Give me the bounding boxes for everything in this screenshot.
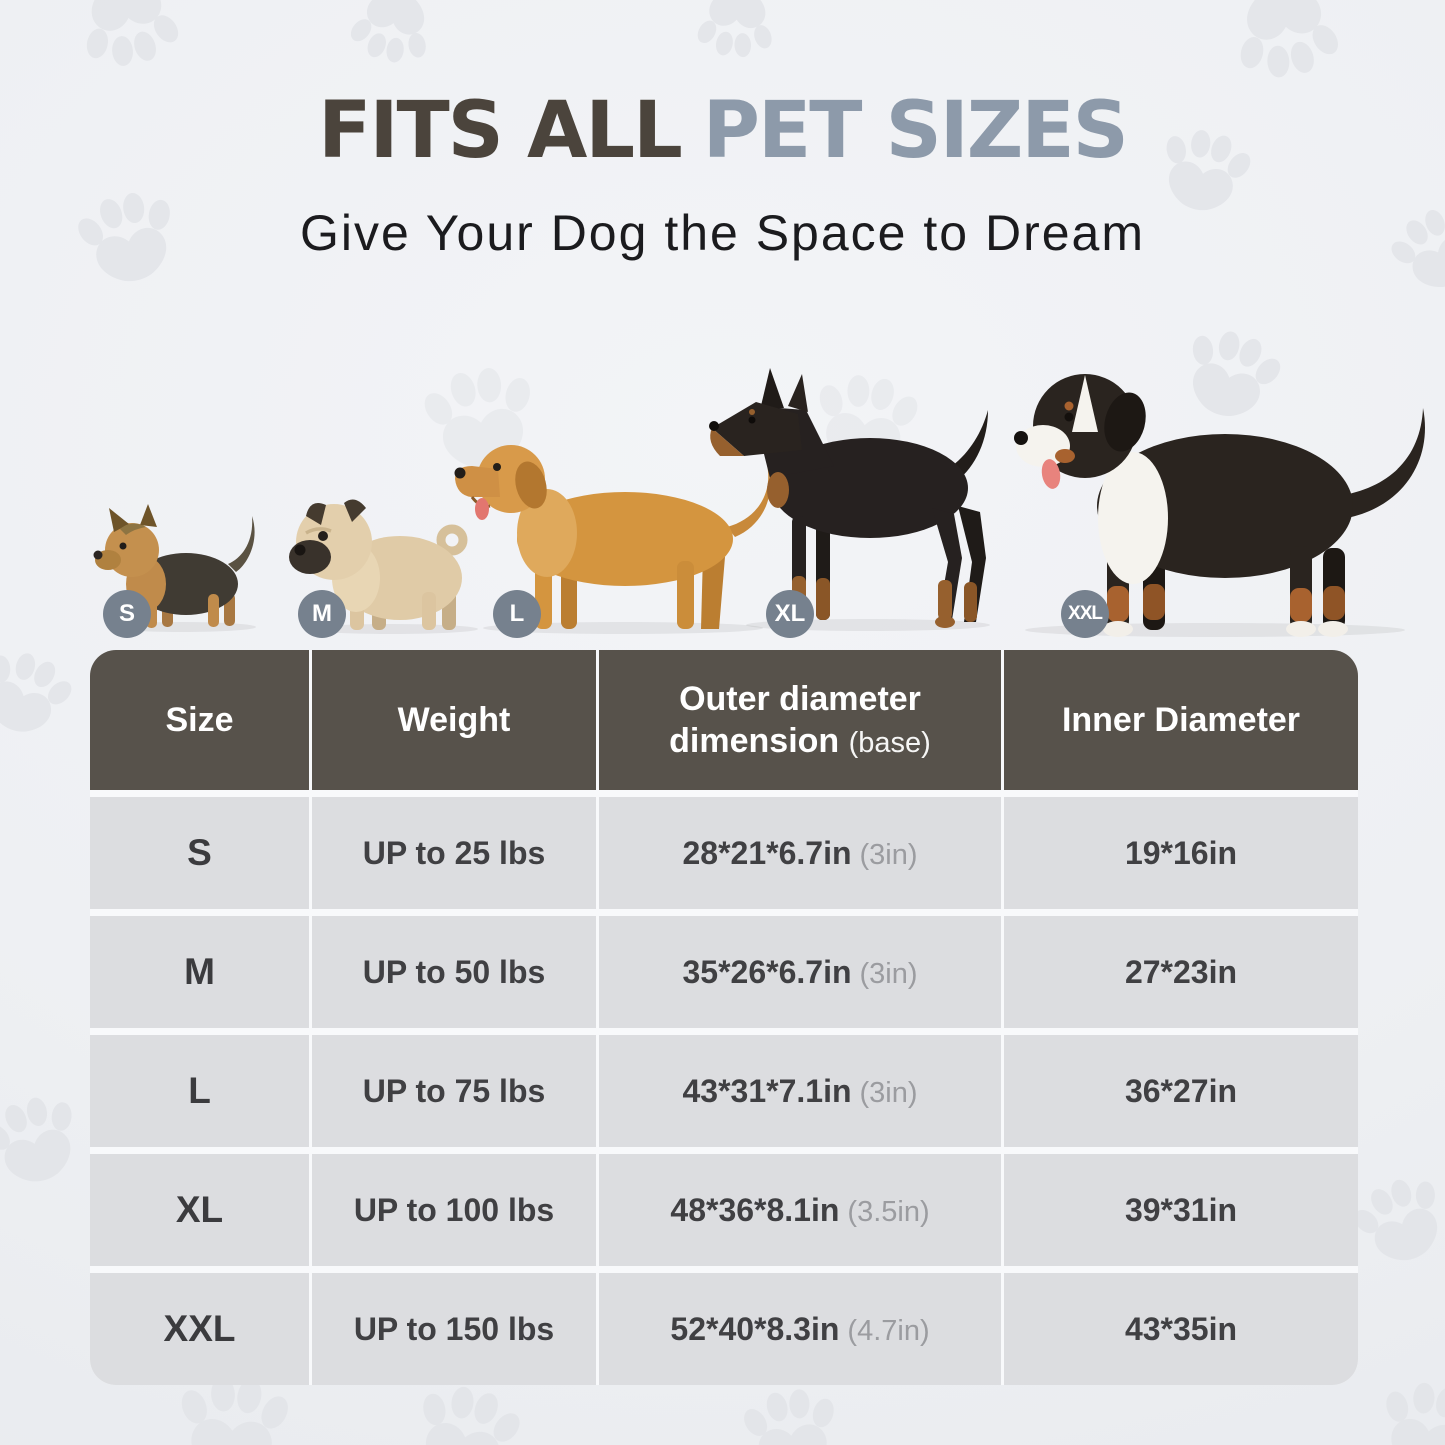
cell-weight: UP to 100 lbs bbox=[312, 1154, 596, 1266]
cell-weight: UP to 50 lbs bbox=[312, 916, 596, 1028]
cell-outer-diameter: 52*40*8.3in (4.7in) bbox=[599, 1273, 1001, 1385]
paw-print-icon bbox=[342, 0, 442, 72]
table-row-m: M UP to 50 lbs 35*26*6.7in (3in) 27*23in bbox=[90, 916, 1358, 1028]
table-row-xl: XL UP to 100 lbs 48*36*8.1in (3.5in) 39*3… bbox=[90, 1154, 1358, 1266]
paw-print-icon bbox=[736, 1383, 847, 1445]
header-label: Inner Diameter bbox=[1061, 700, 1301, 739]
cell-outer-diameter: 43*31*7.1in (3in) bbox=[599, 1035, 1001, 1147]
outer-value: 28*21*6.7in bbox=[682, 834, 852, 871]
cell-inner-diameter: 43*35in bbox=[1004, 1273, 1358, 1385]
table-row-xxl: XXL UP to 150 lbs 52*40*8.3in (4.7in) 43*… bbox=[90, 1273, 1358, 1385]
page-subtitle: Give Your Dog the Space to Dream bbox=[299, 205, 1145, 261]
cell-weight: UP to 75 lbs bbox=[312, 1035, 596, 1147]
cell-inner-diameter: 19*16in bbox=[1004, 797, 1358, 909]
paw-print-icon bbox=[1225, 0, 1347, 86]
paw-print-icon bbox=[70, 0, 188, 75]
cell-size: XXL bbox=[90, 1273, 309, 1385]
page-title: FITS ALL PET SIZES bbox=[0, 92, 1445, 170]
cell-outer-diameter: 28*21*6.7in (3in) bbox=[599, 797, 1001, 909]
cell-outer-diameter: 48*36*8.1in (3.5in) bbox=[599, 1154, 1001, 1266]
header-cell-outer-diameter: Outer diameter dimension (base) bbox=[599, 650, 1001, 790]
outer-note: (3in) bbox=[859, 957, 918, 990]
size-badge-xxl: XXL bbox=[1061, 590, 1109, 638]
size-badge-l: L bbox=[493, 590, 541, 638]
header-cell-inner-diameter: Inner Diameter bbox=[1004, 650, 1358, 790]
header-cell-weight: Weight bbox=[312, 650, 596, 790]
paw-print-icon bbox=[0, 639, 83, 747]
header-label: Size bbox=[165, 700, 234, 739]
cell-inner-diameter: 27*23in bbox=[1004, 916, 1358, 1028]
dog-pug bbox=[289, 499, 478, 634]
header-label-note: (base) bbox=[848, 727, 931, 759]
header-label-line2: dimension (base) bbox=[669, 720, 931, 763]
size-badge-xl: XL bbox=[766, 590, 814, 638]
table-row-l: L UP to 75 lbs 43*31*7.1in (3in) 36*27in bbox=[90, 1035, 1358, 1147]
cell-size: M bbox=[90, 916, 309, 1028]
outer-note: (4.7in) bbox=[847, 1314, 930, 1347]
dog-yorkshire-terrier bbox=[93, 504, 256, 632]
cell-weight: UP to 150 lbs bbox=[312, 1273, 596, 1385]
header-label: Weight bbox=[397, 700, 511, 739]
paw-print-icon bbox=[692, 0, 780, 61]
cell-size: L bbox=[90, 1035, 309, 1147]
outer-note: (3in) bbox=[859, 838, 918, 871]
outer-value: 52*40*8.3in bbox=[670, 1310, 840, 1347]
table-header-row: Size Weight Outer diameter dimension (ba… bbox=[90, 650, 1358, 790]
cell-outer-diameter: 35*26*6.7in (3in) bbox=[599, 916, 1001, 1028]
cell-size: XL bbox=[90, 1154, 309, 1266]
title-accent-blue: PET SIZES bbox=[702, 86, 1129, 176]
cell-weight: UP to 25 lbs bbox=[312, 797, 596, 909]
outer-value: 48*36*8.1in bbox=[670, 1191, 840, 1228]
header-label-line1: Outer diameter bbox=[679, 679, 921, 718]
table-body: S UP to 25 lbs 28*21*6.7in (3in) 19*16in … bbox=[90, 797, 1358, 1385]
outer-note: (3.5in) bbox=[847, 1195, 930, 1228]
cell-size: S bbox=[90, 797, 309, 909]
cell-inner-diameter: 36*27in bbox=[1004, 1035, 1358, 1147]
table-row-s: S UP to 25 lbs 28*21*6.7in (3in) 19*16in bbox=[90, 797, 1358, 909]
size-chart-table: Size Weight Outer diameter dimension (ba… bbox=[90, 650, 1358, 1385]
cell-inner-diameter: 39*31in bbox=[1004, 1154, 1358, 1266]
paw-print-icon bbox=[1371, 1374, 1445, 1445]
dog-bernese-mountain-dog bbox=[1014, 374, 1425, 637]
outer-note: (3in) bbox=[859, 1076, 918, 1109]
dog-golden-retriever bbox=[454, 445, 771, 634]
title-accent-dark: FITS ALL bbox=[318, 86, 683, 176]
outer-value: 43*31*7.1in bbox=[682, 1072, 852, 1109]
size-badge-m: M bbox=[298, 590, 346, 638]
size-badge-s: S bbox=[103, 590, 151, 638]
outer-value: 35*26*6.7in bbox=[682, 953, 852, 990]
dog-doberman bbox=[709, 368, 990, 631]
header-label-line2-main: dimension bbox=[669, 722, 840, 760]
header-cell-size: Size bbox=[90, 650, 309, 790]
